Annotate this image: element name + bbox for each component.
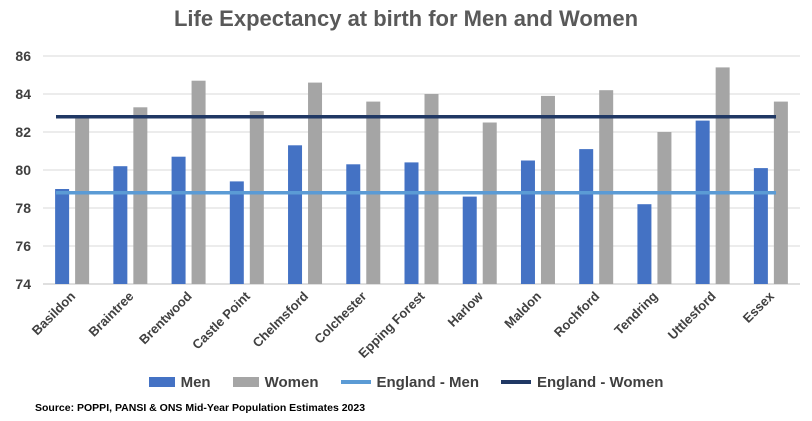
bar-men-rochford — [579, 149, 594, 284]
bar-women-harlow — [482, 122, 497, 284]
bar-women-essex — [773, 101, 788, 284]
bar-women-uttlesford — [715, 67, 730, 285]
legend-label-women: Women — [264, 373, 319, 391]
legend-item-england-men: England - Men — [340, 373, 480, 391]
bar-men-brentwood — [171, 156, 186, 284]
bar-women-maldon — [540, 95, 555, 285]
chart-title: Life Expectancy at birth for Men and Wom… — [173, 6, 639, 31]
bar-men-tendring — [637, 204, 652, 284]
y-axis: 74 76 78 80 82 84 86 — [15, 48, 31, 292]
x-tick-label: Colchester — [311, 289, 369, 347]
bar-men-colchester — [346, 164, 361, 284]
y-tick-label: 86 — [15, 48, 31, 64]
bar-men-braintree — [113, 166, 128, 284]
legend: Men Women England - Men England - Women — [0, 371, 812, 393]
bar-women-rochford — [599, 90, 614, 284]
x-tick-label: Rochford — [551, 288, 602, 339]
bar-men-epping-forest — [404, 162, 419, 284]
reference-lines — [56, 115, 776, 195]
bars — [55, 67, 788, 285]
bar-men-maldon — [520, 160, 535, 284]
bar-women-chelmsford — [308, 82, 323, 284]
legend-label-england-women: England - Women — [537, 373, 664, 391]
bar-women-basildon — [75, 116, 90, 284]
bar-men-uttlesford — [695, 120, 710, 284]
legend-item-england-women: England - Women — [501, 374, 663, 391]
x-tick-label: Braintree — [86, 289, 137, 340]
y-tick-label: 84 — [15, 86, 31, 102]
x-tick-label: Maldon — [501, 288, 544, 331]
legend-label-men: Men — [180, 373, 211, 391]
legend-item-women: Women — [232, 373, 319, 391]
x-tick-label: Basildon — [29, 288, 78, 337]
x-tick-label: Castle Point — [189, 288, 253, 352]
legend-item-men: Men — [148, 373, 211, 391]
bar-women-epping-forest — [424, 94, 439, 284]
legend-swatch-england-women — [501, 380, 531, 384]
bar-men-essex — [753, 168, 768, 284]
y-tick-label: 74 — [15, 276, 31, 292]
x-tick-label: Uttlesford — [665, 288, 719, 342]
legend-swatch-women — [232, 377, 259, 387]
legend-swatch-england-men — [340, 380, 371, 384]
y-tick-label: 82 — [15, 124, 31, 140]
legend-label-england-men: England - Men — [376, 373, 480, 391]
x-tick-label: Tendring — [611, 288, 660, 337]
bar-women-braintree — [133, 107, 148, 284]
y-tick-label: 78 — [15, 200, 31, 216]
y-tick-label: 80 — [15, 162, 31, 178]
y-tick-label: 76 — [15, 238, 31, 254]
x-tick-label: Chelmsford — [249, 288, 311, 350]
x-tick-label: Harlow — [445, 288, 487, 330]
bar-men-chelmsford — [288, 145, 303, 284]
gridlines — [43, 55, 800, 285]
bar-men-castle-point — [229, 181, 244, 284]
bar-women-brentwood — [191, 80, 206, 284]
x-tick-label: Brentwood — [136, 288, 195, 347]
bar-men-harlow — [462, 196, 477, 284]
bar-women-castle-point — [249, 111, 264, 284]
bar-men-basildon — [55, 189, 70, 284]
source-note: Source: POPPI, PANSI & ONS Mid-Year Popu… — [35, 402, 366, 414]
legend-swatch-men — [148, 377, 175, 387]
bar-women-tendring — [657, 132, 672, 284]
x-tick-label: Essex — [740, 288, 778, 326]
